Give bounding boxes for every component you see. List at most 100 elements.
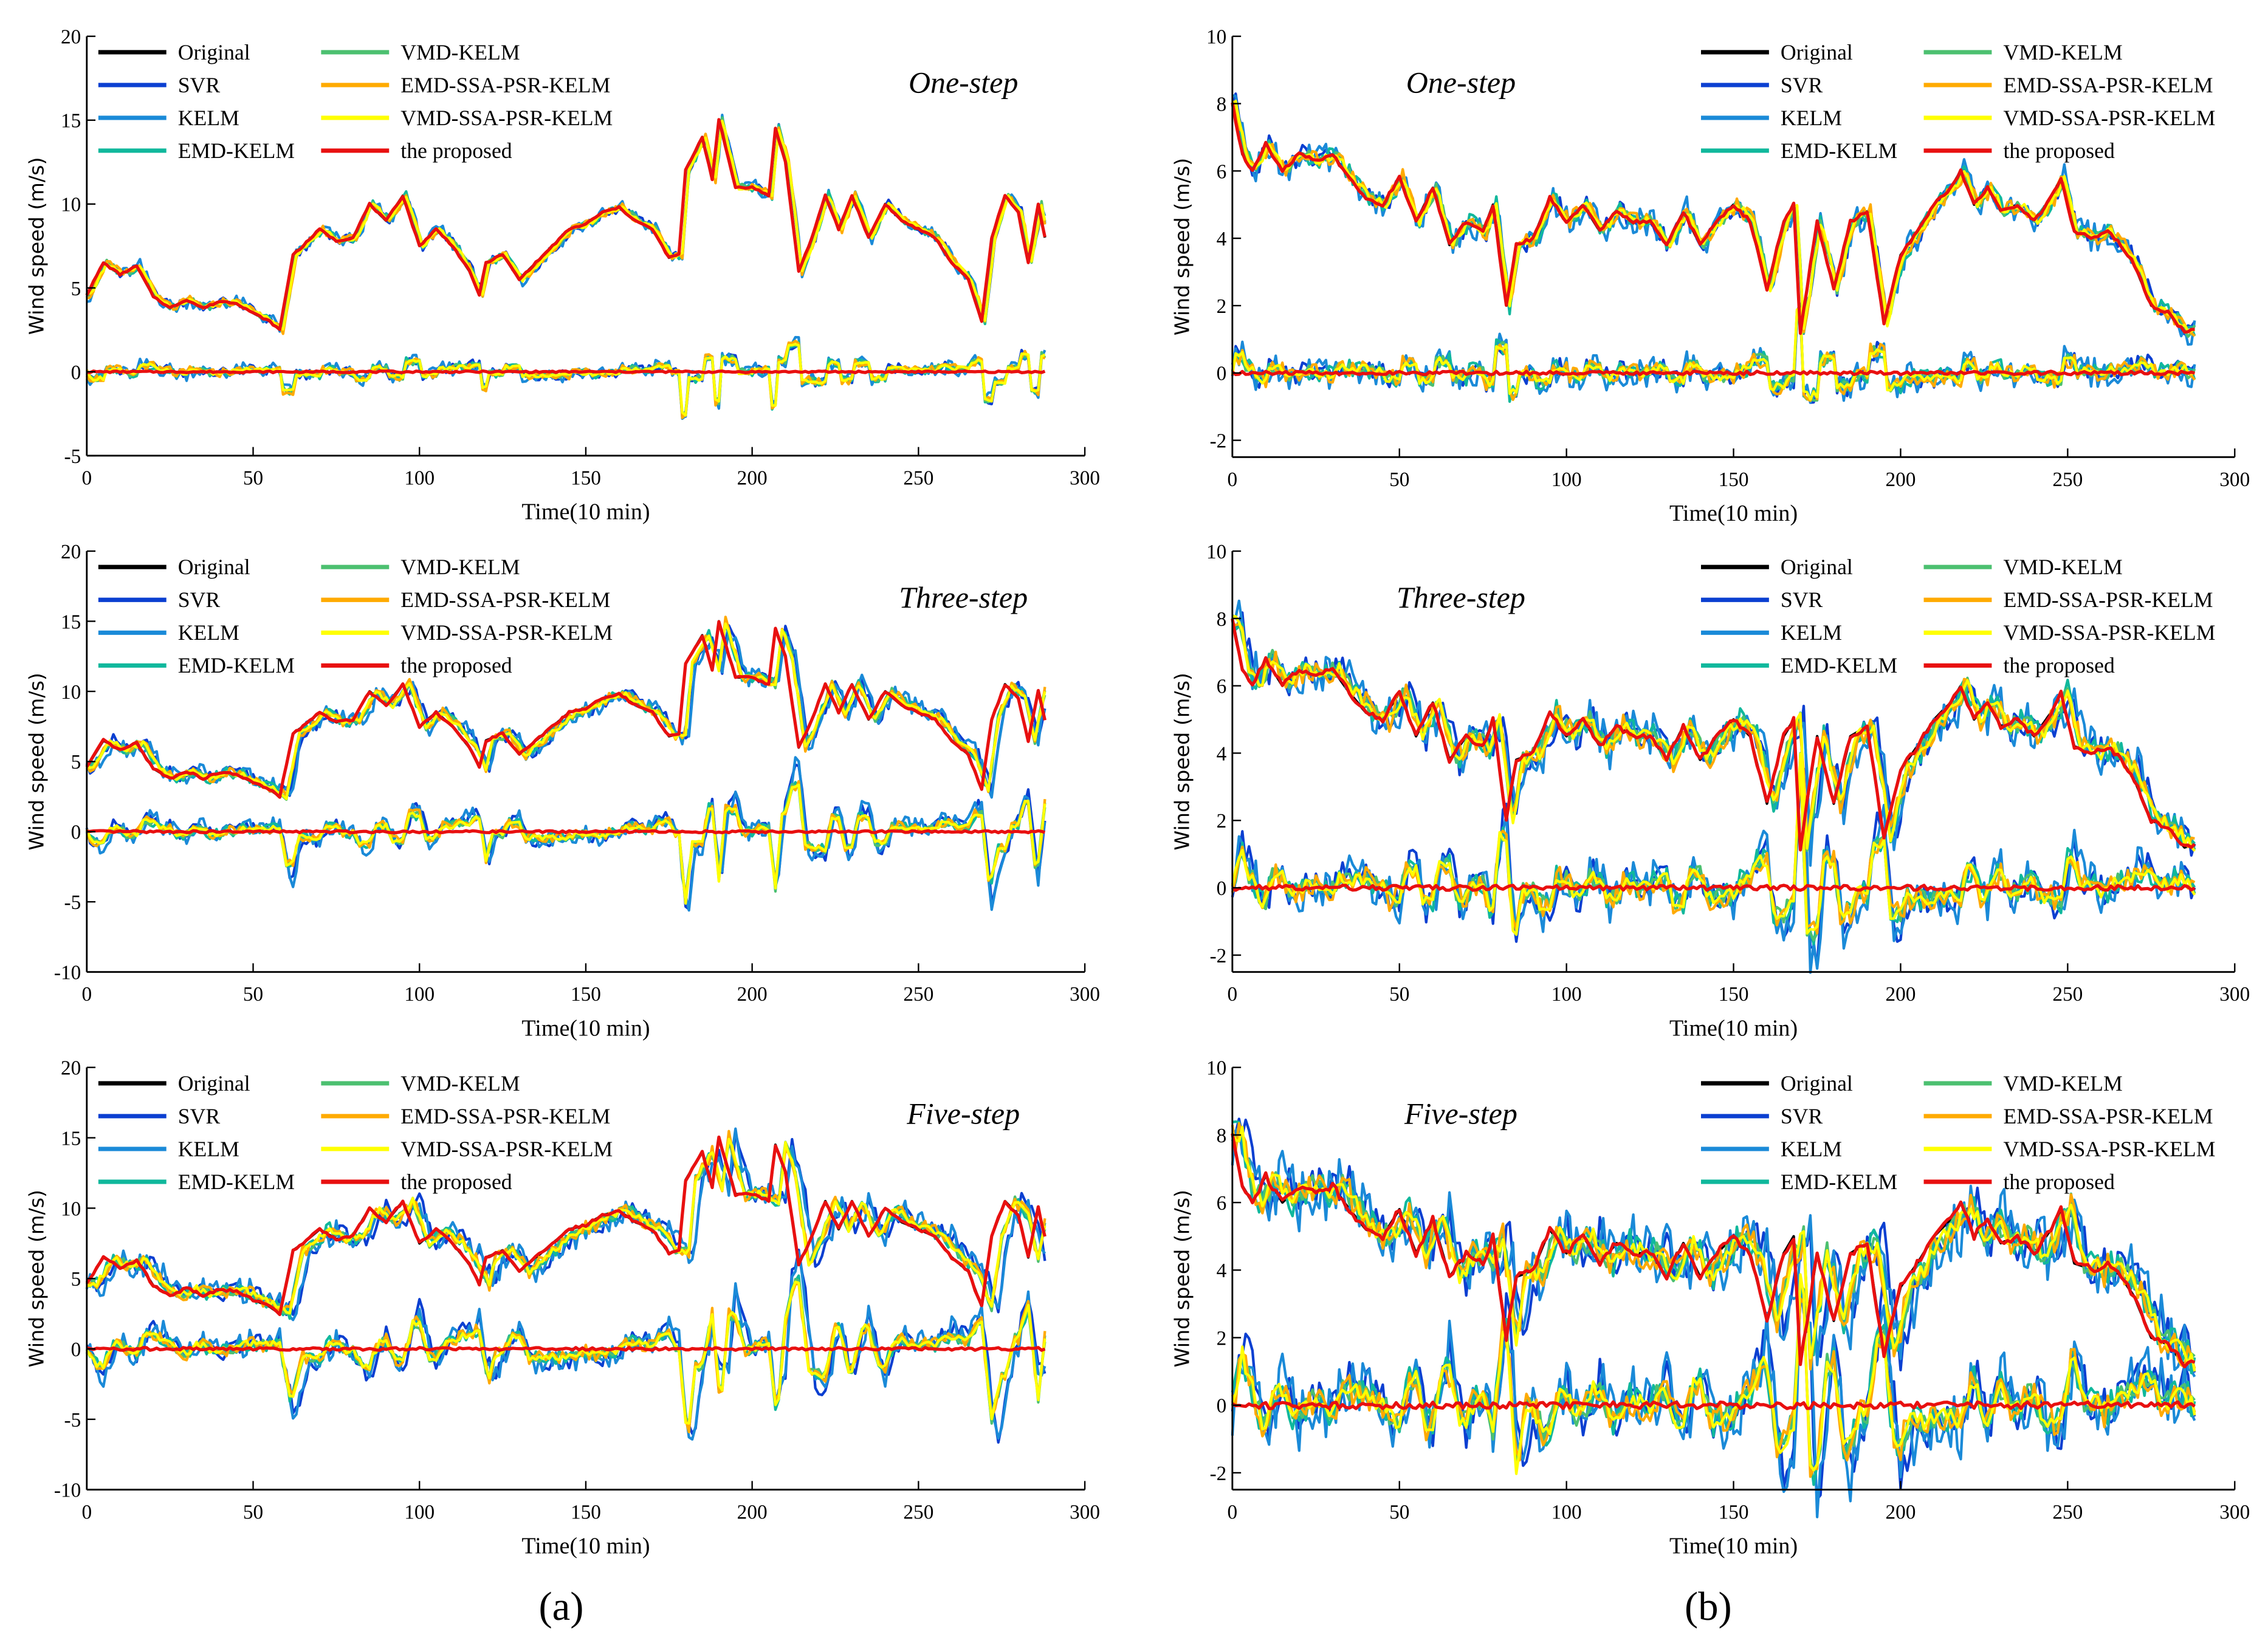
legend-item: the proposed bbox=[321, 1170, 512, 1194]
x-tick-label: 100 bbox=[404, 1501, 435, 1523]
series-line-vmd-kelm bbox=[1231, 101, 2196, 338]
legend-item: the proposed bbox=[321, 139, 512, 163]
error-line-svr bbox=[86, 343, 1046, 418]
y-tick-label: 2 bbox=[1217, 295, 1227, 318]
y-tick-label: 0 bbox=[1217, 363, 1227, 385]
legend-label: EMD-SSA-PSR-KELM bbox=[2003, 588, 2213, 612]
y-tick-label: -10 bbox=[54, 1480, 81, 1502]
x-tick-label: 200 bbox=[1885, 1501, 1916, 1523]
legend-item: the proposed bbox=[321, 653, 512, 677]
legend-label: VMD-KELM bbox=[2003, 1071, 2122, 1096]
y-tick-label: -10 bbox=[54, 962, 81, 984]
legend-item: KELM bbox=[98, 1137, 239, 1161]
panel-title: Three-step bbox=[1397, 580, 1525, 614]
subfigure-label-a: (a) bbox=[539, 1585, 584, 1629]
x-axis-label: Time(10 min) bbox=[1669, 1533, 1798, 1559]
legend-label: the proposed bbox=[2003, 653, 2115, 677]
error-line-the-proposed bbox=[1231, 883, 2196, 892]
legend-item: VMD-KELM bbox=[1923, 40, 2123, 64]
error-line-vmd-ssa-psr-kelm bbox=[85, 1280, 1046, 1425]
series-line-the-proposed bbox=[1231, 618, 2196, 852]
y-tick-label: 2 bbox=[1217, 1327, 1227, 1349]
legend-item: EMD-KELM bbox=[1701, 139, 1897, 163]
error-line-vmd-ssa-psr-kelm bbox=[85, 343, 1046, 417]
series-line-vmd-ssa-psr-kelm bbox=[86, 119, 1046, 331]
y-tick-label: -5 bbox=[64, 445, 81, 468]
legend-item: SVR bbox=[1701, 73, 1823, 97]
legend-label: SVR bbox=[1781, 588, 1823, 612]
legend-item: VMD-SSA-PSR-KELM bbox=[1923, 1137, 2215, 1161]
x-tick-label: 200 bbox=[737, 983, 768, 1006]
legend-label: VMD-KELM bbox=[400, 1071, 520, 1096]
y-tick-label: 0 bbox=[1217, 877, 1227, 900]
legend-label: VMD-SSA-PSR-KELM bbox=[2003, 1137, 2215, 1161]
y-tick-label: 2 bbox=[1217, 810, 1227, 832]
x-tick-label: 250 bbox=[903, 1501, 933, 1523]
legend-label: VMD-SSA-PSR-KELM bbox=[2003, 620, 2215, 645]
series-line-the-proposed bbox=[85, 620, 1046, 799]
x-axis-label: Time(10 min) bbox=[1669, 501, 1798, 526]
x-tick-label: 150 bbox=[1719, 983, 1749, 1006]
error-line-vmd-kelm bbox=[1231, 1283, 2196, 1472]
legend-label: EMD-KELM bbox=[178, 139, 295, 163]
y-tick-label: 15 bbox=[61, 110, 81, 132]
x-tick-label: 250 bbox=[903, 467, 933, 490]
legend-label: Original bbox=[178, 40, 250, 64]
legend-label: the proposed bbox=[2003, 1170, 2115, 1194]
y-tick-label: 10 bbox=[1206, 541, 1226, 563]
error-line-svr bbox=[1231, 1272, 2196, 1501]
legend-item: EMD-KELM bbox=[1701, 1170, 1897, 1194]
legend-label: the proposed bbox=[400, 1170, 512, 1194]
x-tick-label: 250 bbox=[903, 983, 933, 1006]
y-tick-label: -2 bbox=[1210, 430, 1227, 453]
error-line-vmd-kelm bbox=[85, 783, 1046, 900]
series-line-emd-ssa-psr-kelm bbox=[1231, 100, 2196, 337]
x-tick-label: 0 bbox=[81, 1501, 92, 1523]
legend-item: KELM bbox=[1701, 1137, 1842, 1161]
legend-label: VMD-SSA-PSR-KELM bbox=[400, 106, 613, 130]
x-tick-label: 250 bbox=[2052, 468, 2083, 491]
error-line-vmd-ssa-psr-kelm bbox=[85, 783, 1046, 905]
series-line-vmd-ssa-psr-kelm bbox=[86, 1137, 1046, 1315]
legend-label: the proposed bbox=[400, 653, 512, 677]
y-axis-label: Wind speed (m/s) bbox=[1170, 1190, 1194, 1368]
x-tick-label: 300 bbox=[1070, 983, 1100, 1006]
x-tick-label: 0 bbox=[1228, 983, 1238, 1006]
y-tick-label: 15 bbox=[61, 1127, 81, 1150]
x-axis-label: Time(10 min) bbox=[1669, 1015, 1798, 1041]
y-tick-label: -2 bbox=[1210, 945, 1227, 967]
legend-item: Original bbox=[1701, 555, 1853, 579]
y-tick-label: 0 bbox=[71, 362, 81, 384]
x-tick-label: 50 bbox=[243, 983, 263, 1006]
legend-label: Original bbox=[178, 555, 250, 579]
legend-item: the proposed bbox=[1923, 1170, 2115, 1194]
y-tick-label: 4 bbox=[1217, 228, 1227, 250]
series-line-the-proposed bbox=[85, 1135, 1046, 1317]
y-tick-label: 10 bbox=[1206, 1057, 1226, 1080]
legend-item: VMD-KELM bbox=[321, 40, 520, 64]
legend-label: EMD-SSA-PSR-KELM bbox=[2003, 73, 2213, 97]
legend-item: VMD-KELM bbox=[1923, 1071, 2123, 1096]
legend-item: EMD-SSA-PSR-KELM bbox=[1923, 1104, 2213, 1128]
legend-item: SVR bbox=[98, 588, 221, 612]
legend-label: SVR bbox=[178, 588, 221, 612]
series-line-emd-kelm bbox=[1232, 101, 2196, 337]
x-tick-label: 150 bbox=[1719, 468, 1749, 491]
series-line-emd-ssa-psr-kelm bbox=[1231, 622, 2195, 848]
error-line-kelm bbox=[1231, 315, 2196, 404]
x-tick-label: 150 bbox=[571, 467, 601, 490]
legend-label: Original bbox=[1781, 1071, 1853, 1096]
legend-label: VMD-SSA-PSR-KELM bbox=[400, 1137, 613, 1161]
panel-title: One-step bbox=[909, 66, 1018, 100]
error-line-kelm bbox=[1231, 763, 2196, 974]
error-line-the-proposed bbox=[86, 829, 1046, 835]
error-line-svr bbox=[1231, 303, 2196, 404]
legend-label: EMD-SSA-PSR-KELM bbox=[400, 1104, 610, 1128]
x-tick-label: 200 bbox=[737, 1501, 768, 1523]
x-tick-label: 200 bbox=[1885, 468, 1916, 491]
legend-label: VMD-SSA-PSR-KELM bbox=[2003, 106, 2215, 130]
legend-item: EMD-SSA-PSR-KELM bbox=[321, 1104, 610, 1128]
legend-label: Original bbox=[1781, 40, 1853, 64]
panel-title: Five-step bbox=[1404, 1097, 1517, 1131]
panel-a5: 0 50 100 150 200 250 300 -10 -5 0 5 10 15 20 Time(10 m… bbox=[24, 1057, 1100, 1559]
